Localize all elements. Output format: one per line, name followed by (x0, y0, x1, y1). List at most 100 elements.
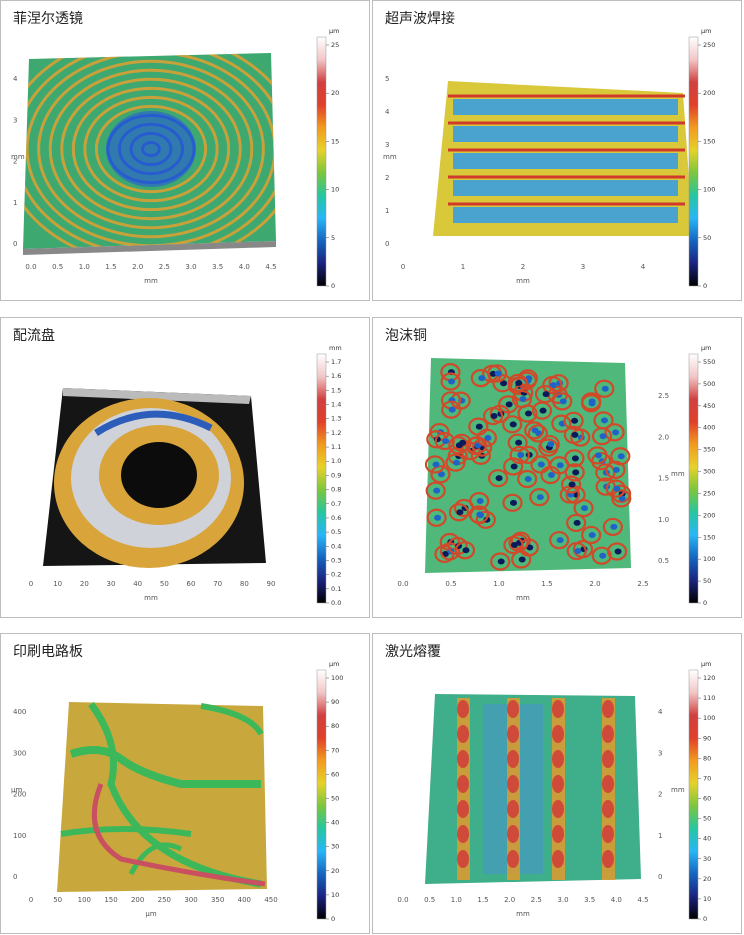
colorbar-tick-label: 90 (331, 698, 339, 706)
panel-canvas: 菲涅尔透镜 0.0 0.5 1.0 1.5 2.0 2.5 3.0 3.5 4.0 4.5 mm 0 1 2… (11, 11, 339, 290)
bead (552, 800, 564, 818)
cell (482, 406, 504, 426)
colorbar-tick-label: 150 (703, 533, 715, 541)
x-tick-label: 2.0 (589, 580, 600, 588)
colorbar-tick-label: 20 (703, 875, 711, 883)
pore (517, 451, 525, 458)
pore (588, 400, 596, 407)
ring (94, 104, 208, 194)
cell (551, 414, 572, 433)
x-tick-label: 0.0 (397, 896, 408, 904)
pore (556, 462, 564, 469)
bead (602, 850, 614, 868)
x-axis-unit: mm (516, 594, 530, 602)
weld-band (453, 126, 678, 142)
cell (492, 374, 513, 393)
panel-canvas: 配流盘 0 10 20 30 40 50 60 70 80 90 mm mm 0.0 0.1 0.2 0.3 0.… (13, 327, 342, 607)
bead (457, 750, 469, 768)
bead (507, 775, 519, 793)
pore (568, 481, 576, 488)
cell (581, 525, 602, 545)
pore (526, 544, 534, 551)
pore (448, 406, 456, 413)
colorbar-tick-label: 1.1 (331, 443, 341, 451)
pore (525, 410, 533, 417)
colorbar-tick-label: 15 (331, 137, 339, 145)
x-axis-unit: mm (144, 277, 158, 285)
pore (536, 494, 544, 501)
x-tick-label: 3.0 (185, 263, 196, 271)
cell (564, 463, 585, 482)
x-tick-label: 300 (184, 896, 197, 904)
pore (505, 401, 513, 408)
colorbar-tick-label: 50 (703, 234, 711, 242)
bead (507, 750, 519, 768)
x-axis-unit: mm (144, 594, 158, 602)
x-axis-unit: mm (516, 277, 530, 285)
colorbar-unit: μm (329, 27, 339, 35)
bead (457, 800, 469, 818)
pore (612, 429, 620, 436)
cell (529, 488, 550, 507)
cell (503, 535, 524, 555)
cell (470, 368, 491, 388)
pore (510, 542, 518, 549)
cell (595, 463, 616, 482)
x-tick-label: 4.0 (611, 896, 622, 904)
bead (602, 725, 614, 743)
colorbar-tick-label: 0 (703, 282, 707, 290)
colorbar-tick-label: 0 (703, 599, 707, 607)
x-tick-label: 0 (29, 896, 33, 904)
x-tick-label: 200 (131, 896, 144, 904)
colorbar (688, 353, 699, 604)
x-tick-label: 2.0 (504, 896, 515, 904)
pore (459, 439, 467, 446)
pore (531, 427, 539, 434)
panel-canvas: 激光熔覆 0.0 0.5 1.0 1.5 2.0 2.5 3.0 3.5 4.0 4.5 mm 0 1 2 3… (385, 643, 715, 923)
cell (503, 457, 524, 476)
bead (552, 775, 564, 793)
pore (594, 452, 602, 459)
panel: 泡沫铜 0.0 0.5 1.0 1.5 2.0 2.5 mm 0.5 1.0 1.5 2.0 2.5 mm… (372, 317, 742, 618)
colorbar-tick-label: 100 (703, 555, 715, 563)
colorbar-tick-label: 0.6 (331, 514, 341, 522)
panel-title: 菲涅尔透镜 (13, 11, 83, 27)
colorbar-tick-label: 60 (703, 795, 711, 803)
surface-image (425, 694, 641, 884)
colorbar-tick-label: 500 (703, 380, 715, 388)
pore (571, 431, 579, 438)
bead (507, 850, 519, 868)
colorbar-tick-label: 0.5 (331, 528, 341, 536)
cell (507, 433, 528, 452)
y-tick-label: 100 (13, 832, 26, 840)
pore (515, 439, 523, 446)
cell (580, 394, 602, 413)
cell (566, 541, 587, 561)
x-tick-label: 1 (461, 263, 465, 271)
cell (604, 423, 625, 442)
pore (500, 380, 508, 387)
x-tick-label: 400 (238, 896, 251, 904)
surface-image (433, 81, 693, 236)
colorbar (316, 353, 327, 604)
colorbar-tick-label: 80 (331, 722, 339, 730)
x-tick-label: 0 (29, 580, 33, 588)
colorbar-tick-label: 70 (331, 746, 339, 754)
pore (433, 487, 441, 494)
cell (611, 484, 632, 503)
colorbar-tick-label: 60 (331, 770, 339, 778)
bead (602, 825, 614, 843)
cell (605, 479, 626, 498)
colorbar (688, 669, 699, 920)
trace (69, 746, 261, 788)
x-tick-label: 50 (160, 580, 169, 588)
pore (475, 423, 483, 430)
x-tick-label: 100 (78, 896, 91, 904)
bead (552, 750, 564, 768)
ring (48, 68, 254, 230)
x-tick-label: 20 (80, 580, 89, 588)
trace (128, 842, 183, 876)
y-axis-unit: mm (671, 470, 685, 478)
colorbar-tick-label: 450 (703, 402, 715, 410)
